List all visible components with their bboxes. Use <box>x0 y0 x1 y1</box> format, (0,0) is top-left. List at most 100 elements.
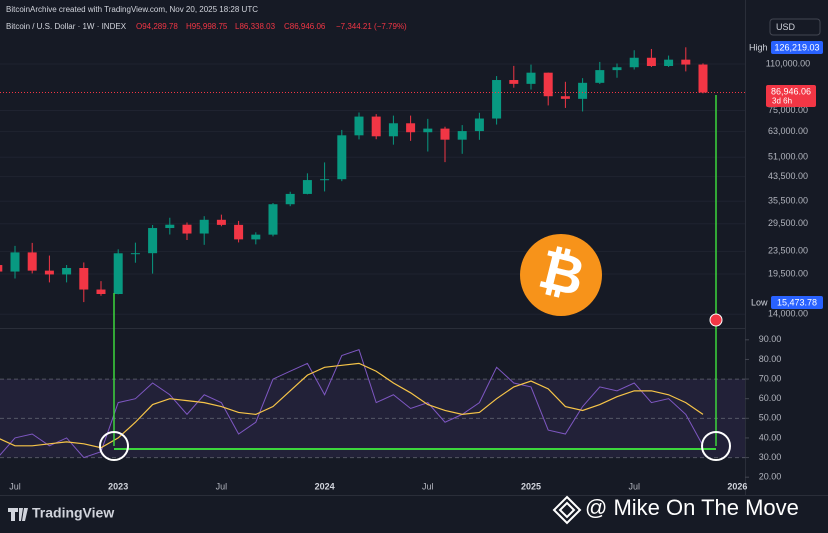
x-tick-label: Jul <box>422 481 434 491</box>
y-tick-label: 60.00 <box>759 393 782 403</box>
watermark: @ Mike On The Move <box>552 495 799 525</box>
y-tick-label: 30.00 <box>759 452 782 462</box>
candle-body <box>251 234 261 240</box>
candle-body <box>578 82 588 99</box>
candle-body <box>79 268 89 290</box>
candle-body <box>320 179 330 181</box>
y-tick-label: 90.00 <box>759 334 782 344</box>
candle-body <box>543 72 553 97</box>
candle-body <box>492 80 502 119</box>
last-price: 86,946.06 <box>771 86 811 96</box>
candle-body <box>560 96 570 99</box>
candle-body <box>629 57 639 68</box>
y-tick-label: 51,000.00 <box>768 152 808 162</box>
series-line <box>0 348 704 459</box>
watermark-text: @ Mike On The Move <box>585 495 799 520</box>
candle-body <box>509 80 519 84</box>
x-tick-label: Jul <box>9 481 21 491</box>
y-tick-label: 63,000.00 <box>768 126 808 136</box>
brand-logo <box>8 508 28 521</box>
annotation-circle <box>99 431 129 461</box>
candle-body <box>646 57 656 67</box>
candle-body <box>44 270 54 275</box>
y-tick-label: 14,000.00 <box>768 309 808 319</box>
currency-box[interactable] <box>769 18 821 36</box>
candle-body <box>130 253 140 255</box>
candle-body <box>268 204 278 235</box>
candle-body <box>234 224 244 240</box>
currency[interactable]: USD <box>776 22 796 32</box>
x-tick-label: Jul <box>628 481 640 491</box>
ohlc-close: C86,946.06 <box>284 22 326 31</box>
candle-body <box>165 224 175 229</box>
logo-circle <box>520 234 602 316</box>
candle-body <box>0 265 3 272</box>
credit: BitcoinArchive created with TradingView.… <box>6 5 258 14</box>
high-tag: High <box>749 42 768 52</box>
bitcoin-logo: ₿ <box>520 234 602 316</box>
annotation-circle <box>701 431 731 461</box>
plot-area: 110,000.00 75,000.00 63,000.00 51,000.00 43,… <box>0 47 810 491</box>
y-tick-label: 80.00 <box>759 354 782 364</box>
candle-body <box>457 131 467 140</box>
series-line <box>0 362 704 449</box>
low-value: 15,473.78 <box>777 297 817 307</box>
candle-body <box>302 180 312 194</box>
candle-body <box>113 253 123 295</box>
candle-body <box>664 59 674 67</box>
candle-body <box>388 123 398 137</box>
candle-body <box>337 135 347 180</box>
watermark-icon <box>552 495 582 525</box>
brand-name: TradingView <box>32 505 114 521</box>
y-tick-label: 50.00 <box>759 413 782 423</box>
y-tick-label: 110,000.00 <box>766 58 810 68</box>
candle-body <box>62 268 72 275</box>
event-marker[interactable] <box>709 313 723 327</box>
candle-body <box>612 67 622 71</box>
ohlc-high: H95,998.75 <box>186 22 228 31</box>
candle-body <box>406 123 416 133</box>
x-tick-label: 2024 <box>315 481 335 491</box>
candle-body <box>285 193 295 205</box>
candle-body <box>216 219 226 225</box>
x-tick-label: 2023 <box>108 481 128 491</box>
last-price-box <box>766 85 816 107</box>
y-tick-label: 43,500.00 <box>768 171 808 181</box>
low-tag: Low <box>751 297 768 307</box>
candle-body <box>698 64 708 93</box>
y-tick-label: 40.00 <box>759 432 782 442</box>
annotation <box>99 95 731 461</box>
ohlc-open: O94,289.78 <box>136 22 178 31</box>
ohlc-low: L86,338.03 <box>235 22 276 31</box>
candle-body <box>354 116 364 136</box>
candle-body <box>423 128 433 133</box>
countdown: 3d 6h <box>772 97 792 106</box>
candle-body <box>474 118 484 132</box>
high-value: 126,219.03 <box>774 42 819 52</box>
candle-body <box>440 128 450 140</box>
low-box <box>771 296 823 309</box>
y-tick-label: 23,500.00 <box>768 246 808 256</box>
y-tick-label: 75,000.00 <box>768 105 808 115</box>
x-tick-label: 2026 <box>727 481 747 491</box>
candle-body <box>96 289 106 295</box>
y-tick-label: 19,500.00 <box>768 268 808 278</box>
candle-body <box>681 59 691 65</box>
y-tick-label: 35,500.00 <box>768 196 808 206</box>
candle-body <box>199 219 209 234</box>
y-tick-label: 20.00 <box>759 472 782 482</box>
x-tick-label: Jul <box>216 481 228 491</box>
symbol: Bitcoin / U.S. Dollar · 1W · INDEX <box>6 22 127 31</box>
candle-body <box>371 116 381 137</box>
candle-body <box>182 224 192 234</box>
candle-body <box>10 252 20 272</box>
y-tick-label: 70.00 <box>759 373 782 383</box>
brand: TradingView <box>8 505 114 521</box>
y-tick-label: 29,500.00 <box>768 218 808 228</box>
high-box <box>771 41 823 54</box>
x-tick-label: 2025 <box>521 481 541 491</box>
candle-body <box>27 252 37 271</box>
candle-body <box>595 70 605 83</box>
